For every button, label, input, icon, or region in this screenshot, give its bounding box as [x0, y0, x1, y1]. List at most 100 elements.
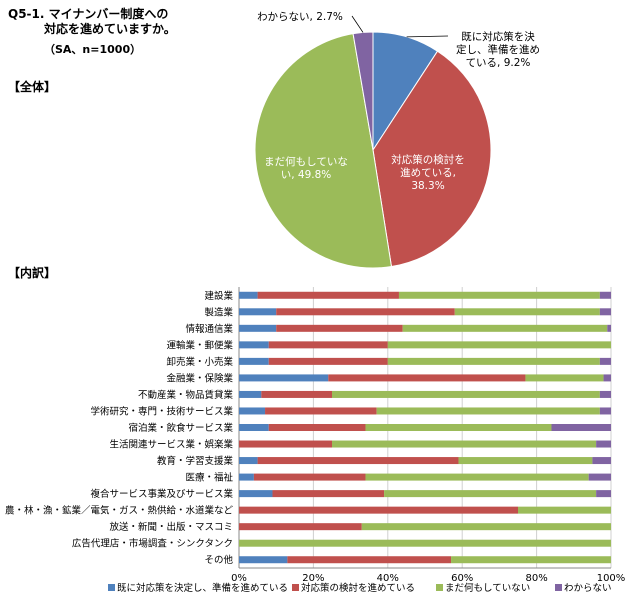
- bar-segment: [272, 490, 385, 498]
- bar-segment: [332, 440, 597, 448]
- category-label: 医療・福祉: [185, 472, 233, 484]
- category-label: 情報通信業: [185, 323, 233, 335]
- bar-segment: [361, 523, 611, 531]
- bar-segment: [261, 390, 332, 398]
- bar-segment: [599, 390, 611, 398]
- legend-swatch: [108, 584, 115, 591]
- pie-leader-line: [351, 15, 364, 33]
- question-title-line2: 対応を進めていますか。: [44, 22, 176, 36]
- question-subtitle: （SA、n=1000）: [44, 43, 142, 56]
- pie-slice: [352, 31, 374, 151]
- bar-segment: [253, 473, 366, 481]
- bar-segment: [239, 539, 611, 547]
- bar-segment: [603, 374, 611, 382]
- legend-swatch: [555, 584, 562, 591]
- bar-segment: [599, 291, 611, 299]
- bar-segment: [239, 490, 273, 498]
- x-tick-label: 80%: [525, 573, 547, 584]
- bar-segment: [239, 291, 258, 299]
- bar-segment: [268, 341, 388, 349]
- bar-segment: [276, 324, 403, 332]
- section-overall-heading: 【全体】: [8, 80, 57, 94]
- bar-segment: [454, 308, 600, 316]
- question-title: Q5-1. マイナンバー制度への 対応を進めていますか。: [8, 7, 176, 37]
- bar-segment: [257, 291, 399, 299]
- category-label: 生活関連サービス業・娯楽業: [109, 439, 233, 451]
- bar-segment: [239, 374, 329, 382]
- bar-segment: [239, 556, 288, 564]
- bar-segment: [518, 506, 611, 514]
- pie-leader-line: [406, 35, 449, 38]
- bar-segment: [239, 308, 277, 316]
- category-label: 金融業・保険業: [166, 372, 233, 384]
- x-tick-label: 20%: [302, 573, 324, 584]
- pie-slice-label: わからない, 2.7%: [257, 11, 343, 23]
- category-label: 製造業: [204, 306, 233, 318]
- legend-label: 既に対応策を決定し、準備を進めている: [117, 582, 288, 594]
- category-label: 複合サービス事業及びサービス業: [90, 488, 233, 500]
- bar-segment: [599, 357, 611, 365]
- bar-segment: [257, 457, 459, 465]
- bar-segment: [458, 457, 593, 465]
- bar-segment: [592, 457, 611, 465]
- category-label: 宿泊業・飲食サービス業: [128, 422, 233, 434]
- question-title-line1: Q5-1. マイナンバー制度への: [8, 7, 169, 21]
- bar-segment: [239, 523, 362, 531]
- bar-segment: [365, 473, 589, 481]
- category-label: 農・林・漁・鉱業／電気・ガス・熱供給・水道業など: [5, 505, 234, 517]
- category-label: 学術研究・専門・技術サービス業: [90, 405, 233, 417]
- bar-segment: [239, 440, 332, 448]
- bar-segment: [239, 390, 262, 398]
- category-label: その他: [204, 554, 233, 566]
- bar-segment: [239, 506, 518, 514]
- bar-segment: [384, 490, 597, 498]
- bar-segment: [376, 407, 600, 415]
- section-breakdown-heading: 【内訳】: [8, 266, 57, 280]
- bar-segment: [239, 424, 269, 431]
- bar-segment: [599, 407, 611, 415]
- pie-slice-label: まだ何もしていない, 49.8%: [264, 155, 348, 181]
- bar-segment: [268, 357, 388, 365]
- legend-label: わからない: [564, 583, 612, 594]
- x-tick-label: 60%: [451, 573, 473, 584]
- bar-segment: [599, 308, 611, 316]
- bar-segment: [365, 424, 552, 431]
- bar-segment: [451, 556, 611, 564]
- bar-segment: [239, 457, 258, 465]
- bar-segment: [387, 341, 611, 349]
- category-label: 教育・学習支援業: [157, 455, 234, 467]
- bar-segment: [596, 440, 611, 448]
- x-tick-label: 0%: [231, 573, 247, 584]
- bar-segment: [239, 473, 254, 481]
- x-tick-label: 100%: [597, 573, 626, 584]
- bar-segment: [265, 407, 377, 415]
- category-label: 広告代理店・市場調査・シンクタンク: [72, 538, 233, 550]
- bar-segment: [287, 556, 452, 564]
- bar-segment: [402, 324, 608, 332]
- bar-segment: [276, 308, 455, 316]
- bar-segment: [328, 374, 526, 382]
- legend-swatch: [292, 584, 299, 591]
- x-tick-label: 40%: [377, 573, 399, 584]
- pie-slice: [254, 33, 393, 269]
- bar-segment: [588, 473, 611, 481]
- category-label: 卸売業・小売業: [166, 356, 233, 368]
- bar-segment: [268, 424, 366, 431]
- category-label: 運輸業・郵便業: [166, 339, 233, 351]
- category-label: 放送・新聞・出版・マスコミ: [109, 521, 233, 533]
- bar-segment: [239, 357, 269, 365]
- bar-segment: [607, 324, 611, 332]
- bar-segment: [332, 390, 600, 398]
- bar-segment: [398, 291, 600, 299]
- legend-label: まだ何もしていない: [445, 582, 530, 594]
- bar-segment: [387, 357, 600, 365]
- pie-chart: 既に対応策を決定し、準備を進めている, 9.2% 対応策の検討を進めている, 38.…: [254, 11, 540, 269]
- pie-slice-label: 対応策の検討を進めている, 38.3%: [391, 153, 465, 192]
- bar-segment: [239, 407, 266, 415]
- pie-slice: [372, 50, 492, 268]
- pie-slice-label: 既に対応策を決定し、準備を進めている, 9.2%: [456, 30, 540, 69]
- bar-segment: [596, 490, 611, 498]
- category-label: 建設業: [204, 290, 233, 302]
- legend-swatch: [436, 584, 443, 591]
